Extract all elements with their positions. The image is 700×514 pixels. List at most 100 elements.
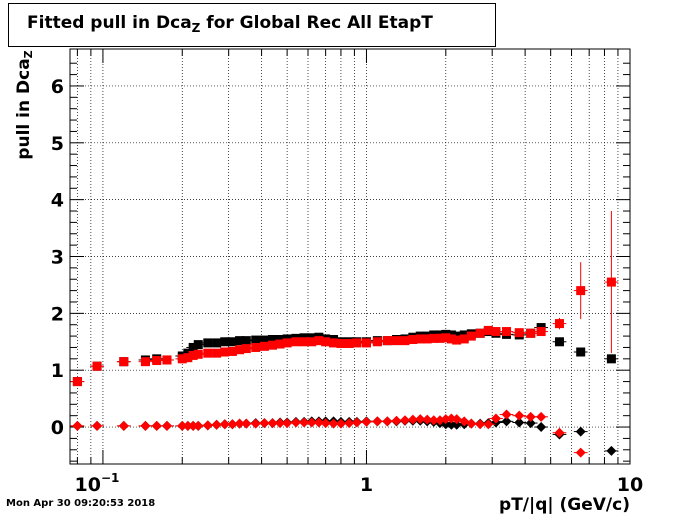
data-point-diamond	[514, 410, 525, 421]
data-point-square	[361, 338, 371, 348]
data-point-square	[435, 333, 445, 343]
data-point-diamond	[440, 414, 451, 425]
data-point-diamond	[267, 418, 278, 429]
x-tick-label: 10	[617, 474, 643, 496]
data-point-square	[193, 349, 203, 359]
y-tick-label: 6	[51, 76, 64, 98]
data-point-square	[251, 335, 261, 345]
data-point-diamond	[92, 420, 103, 431]
data-point-diamond	[259, 418, 270, 429]
data-point-square	[227, 337, 237, 347]
data-point-square	[251, 342, 261, 352]
data-point-square	[554, 337, 564, 347]
data-point-square	[452, 335, 462, 345]
data-point-diamond	[320, 418, 331, 429]
data-point-diamond	[161, 420, 172, 431]
data-point-square	[193, 340, 203, 350]
data-point-square	[212, 338, 222, 348]
data-point-diamond	[202, 420, 213, 431]
data-point-square	[422, 334, 432, 344]
data-point-diamond	[483, 419, 494, 430]
data-point-square	[606, 277, 616, 287]
data-point-square	[408, 335, 418, 344]
data-point-square	[282, 338, 292, 348]
data-point-diamond	[415, 414, 426, 425]
data-point-square	[483, 325, 493, 335]
data-point-diamond	[241, 418, 252, 429]
data-point-diamond	[501, 409, 512, 420]
data-point-square	[259, 335, 269, 345]
data-point-square	[329, 338, 339, 348]
data-point-square	[314, 336, 324, 346]
data-point-diamond	[525, 418, 536, 429]
data-point-square	[372, 337, 382, 347]
data-point-square	[235, 345, 245, 355]
data-point-diamond	[328, 418, 339, 429]
data-point-square	[514, 328, 524, 338]
data-point-diamond	[282, 418, 293, 429]
data-point-square	[183, 353, 193, 363]
data-point-diamond	[536, 422, 547, 433]
data-point-square	[188, 350, 198, 360]
data-point-square	[299, 337, 309, 347]
data-point-square	[352, 338, 362, 348]
data-point-square	[307, 337, 317, 347]
data-point-diamond	[335, 418, 346, 429]
data-point-diamond	[250, 418, 261, 429]
data-point-diamond	[118, 420, 129, 431]
y-tick-label: 1	[51, 360, 64, 382]
data-point-square	[267, 335, 277, 344]
y-tick-label: 0	[51, 417, 64, 439]
data-point-square	[259, 341, 269, 351]
data-point-diamond	[451, 419, 462, 430]
data-point-square	[441, 333, 451, 343]
y-tick-label: 3	[51, 247, 64, 269]
data-point-square	[382, 336, 392, 346]
data-point-diamond	[422, 414, 433, 425]
data-point-diamond	[151, 420, 162, 431]
data-point-square	[241, 336, 251, 346]
data-point-square	[275, 335, 285, 344]
data-point-square	[576, 286, 586, 296]
data-point-square	[220, 337, 230, 347]
x-axis-label: pT/|q| (GeV/c)	[499, 495, 630, 514]
data-point-diamond	[391, 415, 402, 426]
data-point-diamond	[219, 419, 230, 430]
data-point-diamond	[475, 419, 486, 430]
data-point-diamond	[501, 416, 512, 427]
data-point-square	[177, 354, 187, 364]
x-tick-label: 1	[360, 474, 373, 496]
chart-title-rest: for Global Rec All EtapT	[200, 13, 433, 33]
data-point-diamond	[344, 418, 355, 429]
data-point-square	[275, 339, 285, 349]
title-box: Fitted pull in DcaZ for Global Rec All E…	[8, 3, 496, 47]
data-point-diamond	[514, 417, 525, 428]
data-point-square	[152, 356, 162, 366]
timestamp: Mon Apr 30 09:20:53 2018	[6, 498, 156, 509]
data-point-square	[72, 377, 82, 387]
data-point-diamond	[140, 420, 151, 431]
data-point-square	[291, 337, 301, 347]
y-tick-label: 2	[51, 303, 64, 325]
data-point-diamond	[399, 415, 410, 426]
x-tick-label: 10−1	[74, 471, 119, 496]
chart-title-subscript: Z	[191, 21, 201, 35]
data-point-square	[475, 328, 485, 338]
chart-title-main: Fitted pull in Dca	[27, 13, 192, 33]
data-point-square	[241, 344, 251, 354]
data-point-square	[491, 327, 501, 337]
data-point-square	[336, 338, 346, 348]
y-tick-label: 4	[51, 190, 64, 212]
data-point-square	[536, 327, 546, 337]
data-point-square	[203, 348, 213, 358]
data-point-diamond	[299, 417, 310, 428]
data-point-diamond	[490, 413, 501, 424]
data-point-square	[459, 334, 469, 344]
data-point-square	[321, 337, 331, 347]
data-point-square	[140, 357, 150, 367]
data-point-diamond	[525, 411, 536, 422]
data-point-square	[400, 336, 410, 346]
data-point-square	[502, 327, 512, 337]
data-point-square	[92, 361, 102, 371]
